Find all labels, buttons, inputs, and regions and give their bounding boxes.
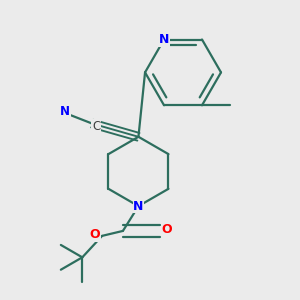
Text: O: O xyxy=(162,223,172,236)
Text: N: N xyxy=(60,104,70,118)
Text: C: C xyxy=(92,120,100,133)
Text: N: N xyxy=(133,200,144,213)
Text: O: O xyxy=(89,228,100,242)
Text: N: N xyxy=(159,33,169,46)
